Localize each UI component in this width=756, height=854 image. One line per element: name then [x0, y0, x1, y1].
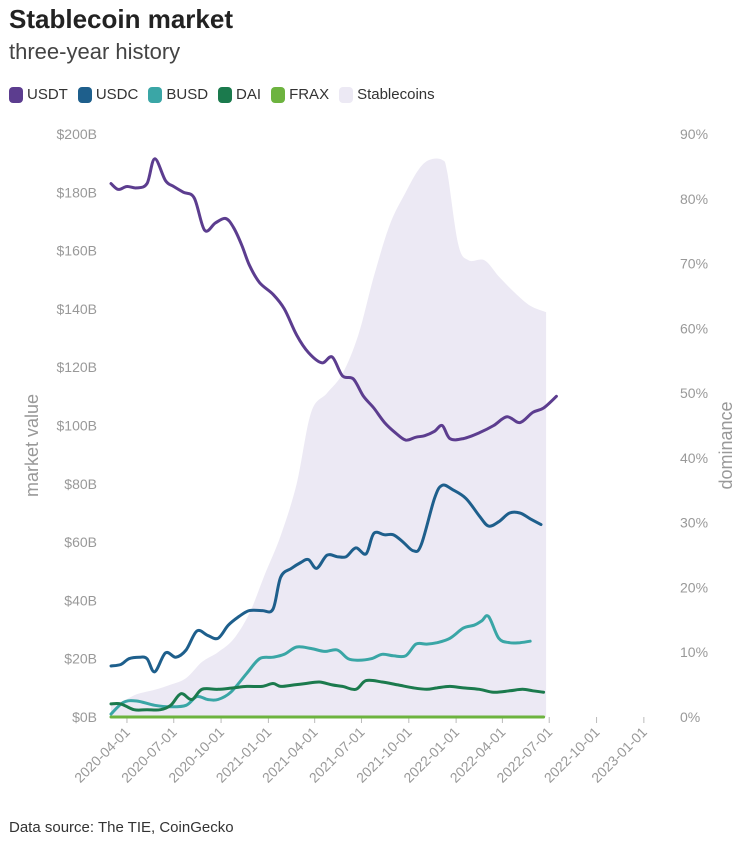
- y-tick-label: $100B: [57, 418, 97, 434]
- legend-label-usdc: USDC: [95, 86, 139, 103]
- legend-label-frax: FRAX: [289, 86, 330, 103]
- legend-swatch-stablecoins: [339, 86, 354, 103]
- chart-subtitle: three-year history: [9, 39, 181, 64]
- y2-tick-label: 0%: [680, 709, 700, 725]
- y2-tick-label: 80%: [680, 191, 708, 207]
- y-tick-label: $200B: [57, 126, 97, 142]
- legend-label-stablecoins: Stablecoins: [357, 86, 435, 103]
- y2-tick-label: 60%: [680, 320, 708, 336]
- y2-tick-label: 50%: [680, 385, 708, 401]
- line-layer: [109, 157, 558, 719]
- y-tick-label: $20B: [64, 651, 97, 667]
- legend-swatch-dai: [218, 86, 233, 103]
- legend-label-dai: DAI: [236, 86, 262, 103]
- y2-tick-label: 10%: [680, 644, 708, 660]
- legend-swatch-usdc: [77, 86, 92, 103]
- y2-tick-label: 40%: [680, 450, 708, 466]
- legend-swatch-usdt: [9, 86, 23, 103]
- series-area-stablecoins: [111, 158, 547, 717]
- y2-tick-label: 20%: [680, 579, 708, 595]
- legend-label-busd: BUSD: [166, 86, 209, 103]
- legend-item-busd: BUSD: [148, 86, 208, 103]
- y2-tick-label: 90%: [680, 126, 708, 142]
- legend-item-frax: FRAX: [271, 86, 329, 103]
- y-tick-label: $120B: [57, 359, 97, 375]
- y-tick-label: $180B: [57, 184, 97, 200]
- y-tick-label: $80B: [64, 476, 97, 492]
- legend-item-stablecoins: Stablecoins: [339, 86, 435, 103]
- data-source: Data source: The TIE, CoinGecko: [9, 819, 234, 836]
- legend-item-dai: DAI: [218, 86, 261, 103]
- y-tick-label: $140B: [57, 301, 97, 317]
- y-axis-label: market value: [22, 394, 42, 497]
- series-line-dai: [109, 678, 546, 712]
- chart-svg: $0B $20B $40B $60B $80B $100B $120B $140B $160B $…: [22, 126, 736, 786]
- legend: USDT USDC BUSD DAI FRAX Stablecoins: [9, 86, 445, 103]
- y-tick-label: $0B: [72, 709, 97, 725]
- legend-swatch-busd: [148, 86, 163, 103]
- y-tick-label: $40B: [64, 592, 97, 608]
- series-line-usdc: [109, 483, 543, 674]
- chart-title: Stablecoin market: [9, 4, 233, 34]
- legend-swatch-frax: [271, 86, 286, 103]
- y2-tick-label: 30%: [680, 515, 708, 531]
- y-tick-label: $160B: [57, 243, 97, 259]
- y-tick-label: $60B: [64, 534, 97, 550]
- y2-tick-label: 70%: [680, 256, 708, 272]
- legend-label-usdt: USDT: [27, 86, 68, 103]
- y2-axis-label: dominance: [716, 401, 736, 489]
- series-line-usdt: [109, 157, 558, 442]
- legend-item-usdc: USDC: [77, 86, 139, 103]
- area-layer: [111, 158, 547, 717]
- legend-item-usdt: USDT: [9, 86, 68, 103]
